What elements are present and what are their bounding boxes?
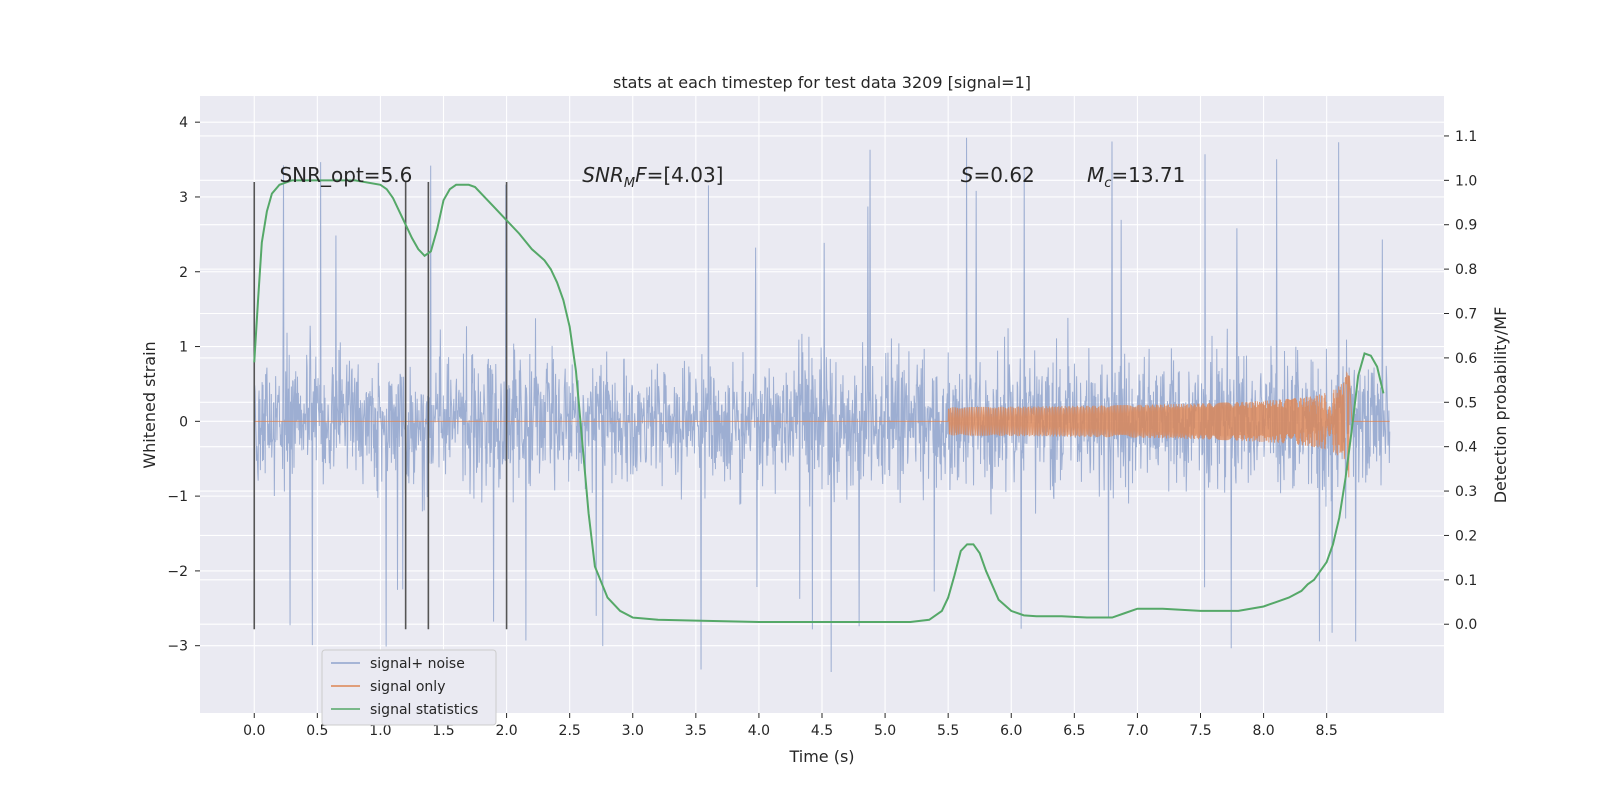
y-left-tick-label: 4 <box>179 115 188 131</box>
y-right-tick-label: 0.2 <box>1455 528 1477 544</box>
y-right-tick-label: 1.1 <box>1455 129 1477 145</box>
y-left-tick-label: 2 <box>179 265 188 281</box>
x-tick-label: 0.0 <box>243 723 265 739</box>
x-tick-label: 3.0 <box>622 723 644 739</box>
y-right-tick-label: 0.3 <box>1455 484 1477 500</box>
y-left-tick-label: −2 <box>167 564 188 580</box>
x-tick-label: 4.5 <box>811 723 833 739</box>
x-tick-label: 1.5 <box>432 723 454 739</box>
stats-trace <box>253 179 1385 623</box>
y-right-tick-label: 1.0 <box>1455 173 1477 189</box>
x-tick-label: 1.0 <box>369 723 391 739</box>
x-tick-label: 2.0 <box>495 723 517 739</box>
y-left-tick-label: 3 <box>179 190 188 206</box>
legend-label-stats: signal statistics <box>370 702 478 718</box>
annotations: SNR_opt=5.6 SNRMF=[4.03] S=0.62 Mc=13.71 <box>279 163 1185 191</box>
y-right-axis-ticks: 1.1 1.0 0.9 0.8 0.7 0.6 0.5 0.4 0.3 0.2 0.1 0.0 <box>1444 129 1477 633</box>
series-signal-only <box>254 371 1390 478</box>
legend-label-signal: signal only <box>370 679 445 695</box>
legend-box <box>321 649 497 726</box>
y-right-tick-label: 0.7 <box>1455 307 1477 323</box>
x-tick-label: 0.5 <box>306 723 328 739</box>
x-tick-label: 7.0 <box>1126 723 1148 739</box>
series-signal-statistics <box>253 179 1385 623</box>
annotation-text: S=0.62 <box>961 163 1035 187</box>
x-tick-label: 6.0 <box>1000 723 1022 739</box>
y-left-tick-label: −3 <box>167 639 188 655</box>
y-left-axis-label: Whitened strain <box>140 341 159 468</box>
annotation-text: SNR_opt=5.6 <box>279 163 412 187</box>
x-tick-label: 5.5 <box>937 723 959 739</box>
y-right-tick-label: 0.1 <box>1455 573 1477 589</box>
annotation-text: Mc=13.71 <box>1087 163 1185 191</box>
legend: signal+ noise signal only signal statist… <box>321 649 497 726</box>
x-axis-label: Time (s) <box>788 747 854 766</box>
annotation-text: SNRMF=[4.03] <box>582 163 723 191</box>
vertical-markers <box>253 182 508 630</box>
legend-label-noise: signal+ noise <box>370 656 465 672</box>
y-left-tick-label: 0 <box>179 414 188 430</box>
y-right-tick-label: 0.8 <box>1455 262 1477 278</box>
y-right-tick-label: 0.0 <box>1455 617 1477 633</box>
y-right-axis-label: Detection probability/MF <box>1491 307 1510 504</box>
y-right-tick-label: 0.5 <box>1455 395 1477 411</box>
chart-title: stats at each timestep for test data 320… <box>613 73 1031 92</box>
x-tick-label: 6.5 <box>1063 723 1085 739</box>
x-tick-label: 8.0 <box>1252 723 1274 739</box>
y-left-tick-label: −1 <box>167 489 188 505</box>
y-right-tick-label: 0.9 <box>1455 218 1477 234</box>
signal-trace <box>254 371 1390 478</box>
x-tick-label: 5.0 <box>874 723 896 739</box>
x-tick-label: 7.5 <box>1189 723 1211 739</box>
x-axis-ticks: 0.0 0.5 1.0 1.5 2.0 2.5 3.0 3.5 4.0 4.5 5.0 5.5 6.0 6… <box>243 713 1338 739</box>
x-tick-label: 4.0 <box>748 723 770 739</box>
y-right-tick-label: 0.6 <box>1455 351 1477 367</box>
y-left-tick-label: 1 <box>179 340 188 356</box>
x-tick-label: 8.5 <box>1316 723 1338 739</box>
y-left-axis-ticks: 4 3 2 1 0 −1 −2 −3 <box>167 115 200 655</box>
x-tick-label: 3.5 <box>685 723 707 739</box>
y-right-tick-label: 0.4 <box>1455 440 1477 456</box>
x-tick-label: 2.5 <box>559 723 581 739</box>
